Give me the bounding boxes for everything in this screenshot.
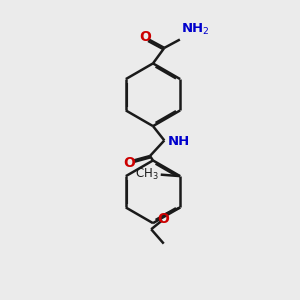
Text: O: O — [123, 156, 135, 170]
Text: NH$_2$: NH$_2$ — [182, 22, 210, 37]
Text: NH: NH — [168, 135, 190, 148]
Text: CH$_3$: CH$_3$ — [135, 167, 158, 182]
Text: O: O — [157, 212, 169, 226]
Text: O: O — [139, 30, 151, 44]
